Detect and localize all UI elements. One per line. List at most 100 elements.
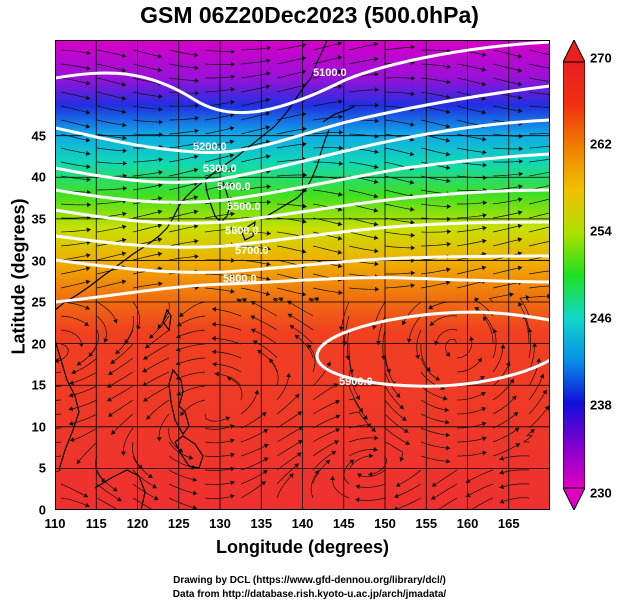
streamline (456, 437, 487, 443)
streamline (528, 91, 550, 95)
streamline (276, 440, 303, 457)
streamline-arrowhead (330, 476, 335, 481)
streamline (312, 217, 343, 226)
colorbar-tick-label: 254 (590, 223, 612, 239)
contour-line-5600 (55, 220, 550, 249)
streamline (60, 254, 91, 261)
streamline (528, 358, 540, 387)
streamline-arrowhead (479, 376, 485, 381)
streamline (402, 301, 422, 326)
streamline-arrowhead (289, 325, 295, 330)
streamline (142, 371, 170, 387)
coast-asia-mainland (55, 40, 328, 311)
streamline (55, 371, 62, 374)
streamline (492, 63, 523, 72)
streamline (384, 245, 415, 249)
streamline-arrowhead (108, 370, 113, 375)
streamline-arrowhead (229, 139, 235, 145)
streamline-arrowhead (445, 109, 451, 115)
streamline (420, 343, 431, 372)
streamline (492, 266, 523, 275)
streamline (420, 203, 451, 207)
streamline-arrowhead (298, 426, 303, 431)
streamline-arrowhead (214, 371, 219, 377)
streamline-arrowhead (374, 261, 379, 267)
streamline (60, 301, 91, 310)
streamline (132, 91, 163, 98)
streamline (240, 480, 267, 499)
streamline-arrowhead (110, 359, 116, 364)
streamline (456, 175, 487, 179)
streamline-arrowhead (149, 334, 154, 339)
streamline (465, 483, 494, 498)
streamline (168, 455, 197, 469)
streamline (96, 469, 118, 492)
streamline-arrowhead (338, 84, 343, 90)
streamline (94, 455, 106, 483)
streamline (312, 287, 343, 294)
streamline-arrowhead (230, 466, 235, 472)
streamline (276, 174, 308, 177)
streamline (204, 453, 235, 457)
streamline-arrowhead (374, 435, 379, 441)
streamline-arrowhead (518, 133, 523, 139)
streamline-arrowhead (266, 154, 271, 160)
streamline (348, 189, 379, 198)
streamline-arrowhead (265, 84, 271, 90)
streamline-arrowhead (402, 320, 407, 326)
streamline-arrowhead (294, 463, 299, 468)
streamline-arrowhead (338, 99, 343, 105)
streamline (212, 363, 242, 373)
streamline-arrowhead (157, 196, 163, 201)
streamline (204, 439, 235, 444)
streamline (348, 133, 379, 138)
streamline-arrowhead (374, 102, 379, 108)
streamline-arrowhead (337, 263, 343, 269)
streamline-arrowhead (121, 251, 127, 257)
streamline-arrowhead (339, 326, 344, 331)
streamline-arrowhead (230, 87, 235, 92)
streamline (456, 227, 487, 233)
streamline (204, 168, 235, 177)
streamline-arrowhead (482, 175, 487, 181)
streamline (96, 133, 127, 139)
streamline (168, 441, 194, 460)
streamline (528, 328, 531, 359)
y-tick-label: 25 (31, 294, 46, 310)
streamline (332, 475, 350, 499)
streamline (465, 469, 494, 483)
streamline (348, 43, 379, 51)
streamline (492, 443, 521, 457)
streamline (96, 91, 127, 100)
streamline (211, 308, 242, 317)
streamline (71, 357, 98, 374)
y-tick-label: 40 (31, 169, 46, 185)
streamline-arrowhead (265, 111, 271, 117)
streamline (420, 427, 450, 436)
streamline-arrowhead (122, 173, 127, 179)
streamline (420, 91, 451, 99)
streamline (132, 184, 163, 191)
streamline-arrowhead (122, 160, 127, 166)
streamline (348, 424, 376, 433)
streamline-arrowhead (266, 199, 271, 205)
streamline (456, 407, 487, 415)
streamline (241, 231, 271, 235)
streamline (492, 427, 520, 443)
streamline-arrowhead (429, 321, 435, 326)
streamline (528, 77, 550, 82)
streamline-arrowhead (373, 221, 379, 227)
streamline (132, 301, 141, 331)
streamline-arrowhead (230, 452, 235, 458)
streamline (436, 497, 458, 510)
streamline (240, 457, 269, 471)
streamline-arrowhead (86, 65, 91, 71)
streamline-arrowhead (122, 224, 127, 230)
streamline (528, 145, 550, 149)
streamline (492, 198, 523, 205)
streamline-arrowhead (121, 53, 127, 58)
streamline-arrowhead (517, 81, 523, 87)
streamline-arrowhead (333, 383, 339, 388)
streamline (492, 224, 523, 233)
contour-line-5900 (315, 310, 550, 388)
